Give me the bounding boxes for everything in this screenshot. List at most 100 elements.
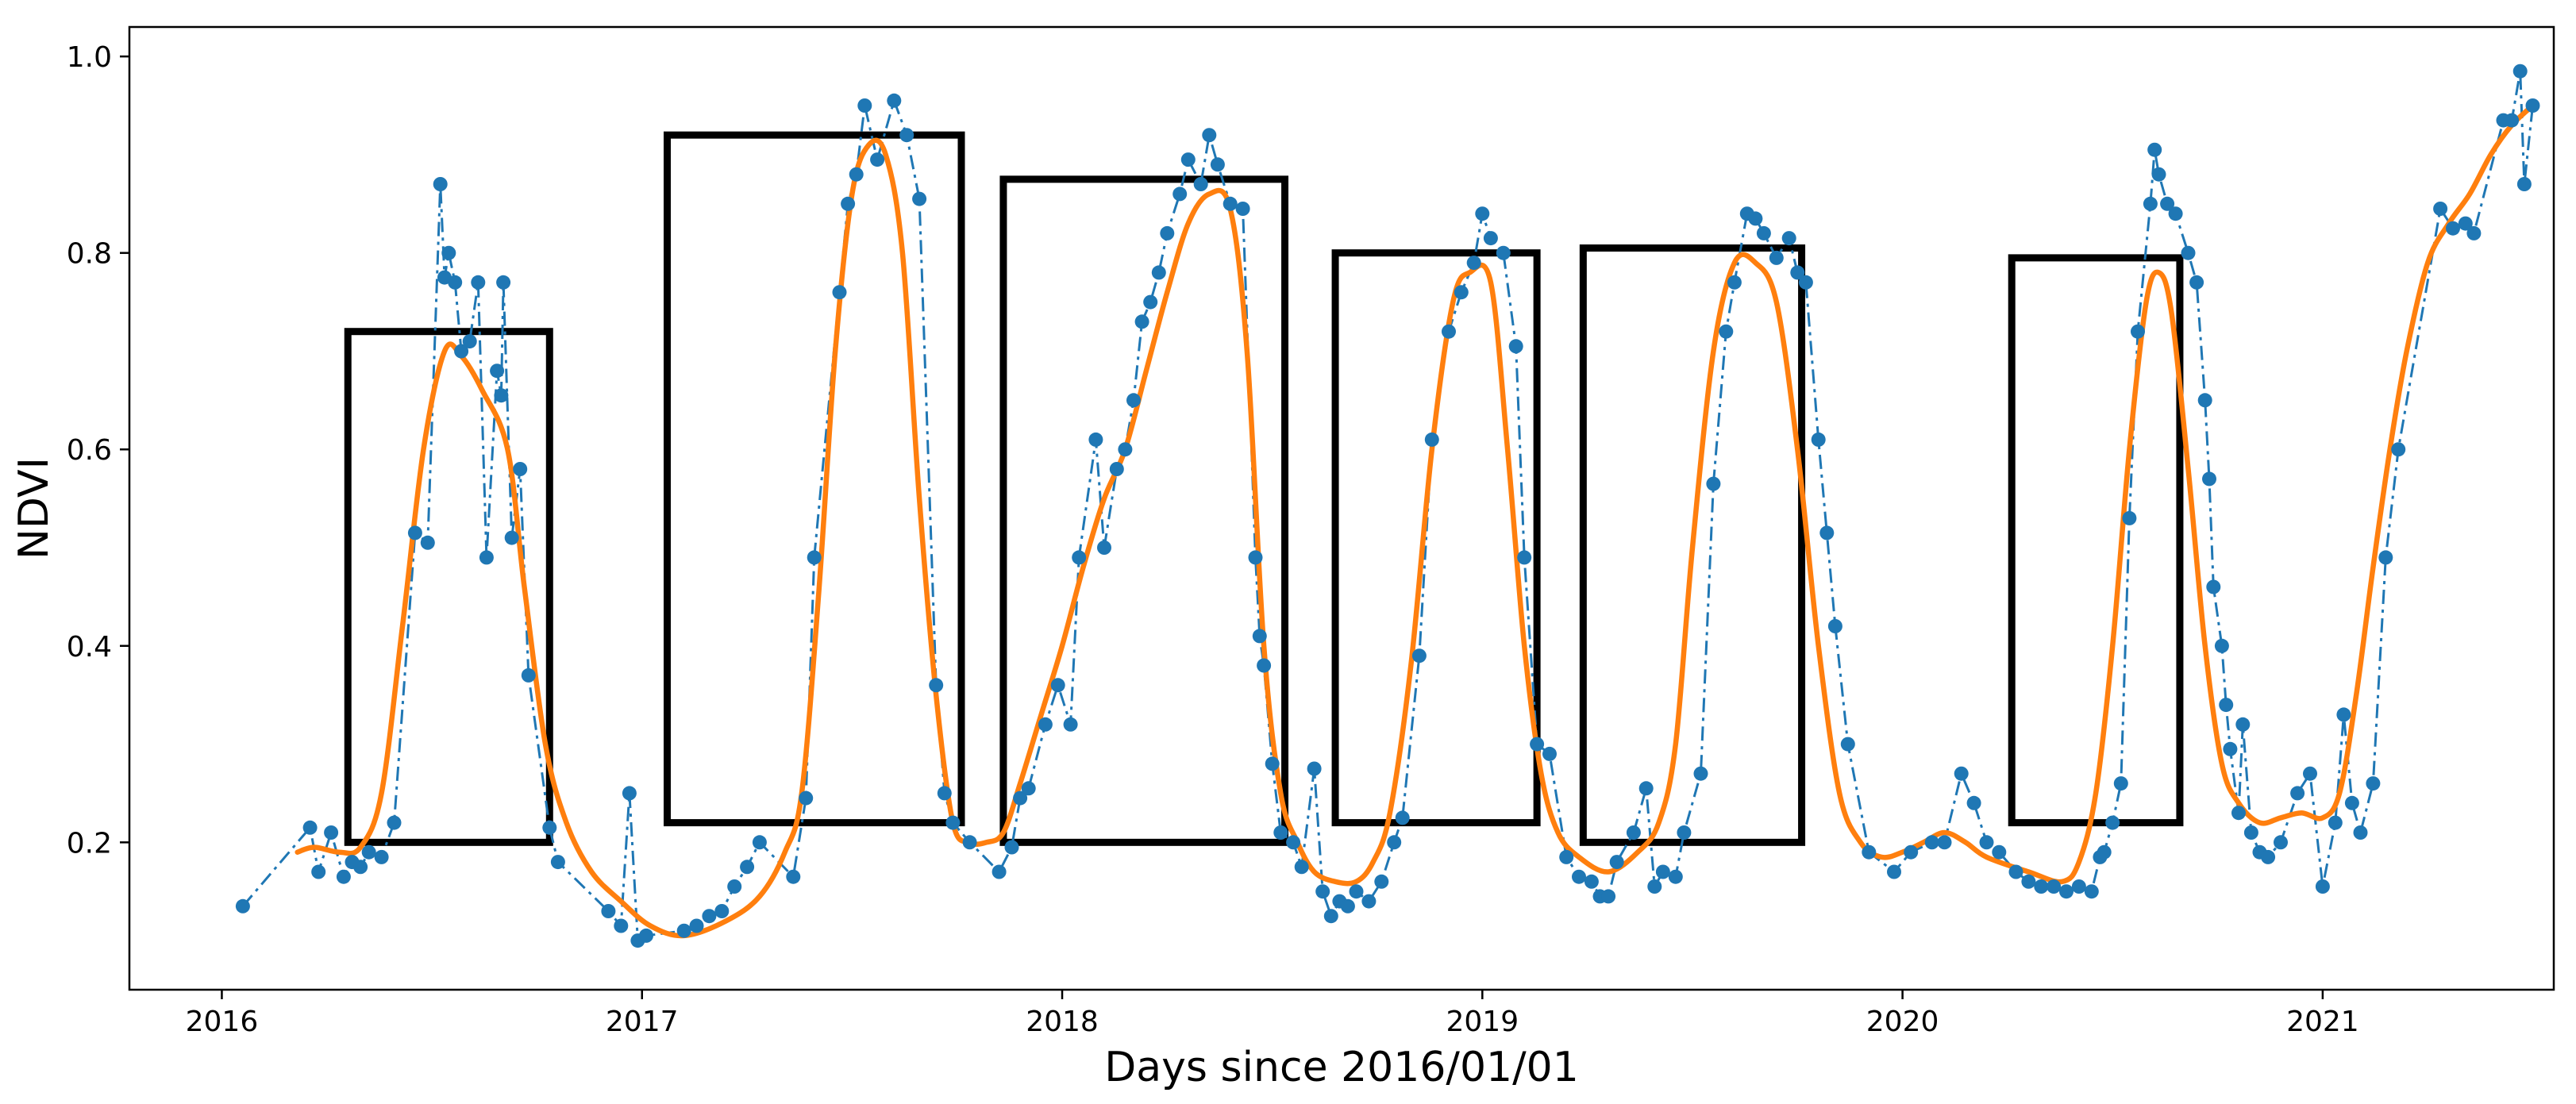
observed-ndvi-point — [1013, 790, 1028, 806]
observed-ndvi-point — [1924, 835, 1939, 850]
observed-ndvi-point — [1647, 879, 1662, 894]
observed-ndvi-point — [1572, 869, 1586, 884]
observed-ndvi-point — [2214, 638, 2229, 653]
observed-ndvi-point — [2446, 221, 2460, 236]
observed-ndvi-point — [870, 152, 885, 167]
observed-ndvi-point — [1979, 835, 1994, 850]
observed-ndvi-point — [2071, 879, 2086, 894]
observed-ndvi-point — [929, 678, 944, 693]
observed-ndvi-point — [1840, 737, 1855, 752]
observed-ndvi-point — [1340, 898, 1355, 914]
observed-ndvi-point — [1466, 256, 1481, 271]
observed-ndvi-point — [2243, 825, 2258, 840]
observed-ndvi-point — [832, 285, 847, 300]
observed-ndvi-point — [1424, 432, 1439, 447]
observed-ndvi-point — [1798, 275, 1813, 290]
observed-ndvi-point — [1202, 128, 1217, 143]
observed-ndvi-point — [1180, 152, 1196, 167]
observed-ndvi-point — [2261, 849, 2276, 864]
observed-ndvi-point — [1143, 294, 1158, 310]
observed-ndvi-point — [1134, 314, 1149, 329]
observed-ndvi-point — [857, 98, 872, 113]
observed-ndvi-point — [1273, 825, 1288, 840]
observed-ndvi-point — [2231, 806, 2246, 821]
observed-ndvi-point — [2328, 815, 2343, 830]
y-axis-title: NDVI — [10, 457, 58, 560]
observed-ndvi-point — [1827, 619, 1842, 633]
observed-ndvi-point — [2315, 879, 2330, 894]
x-tick-label: 2020 — [1866, 1006, 1939, 1038]
observed-ndvi-point — [1819, 525, 1835, 540]
observed-ndvi-point — [992, 864, 1007, 879]
observed-ndvi-point — [479, 550, 494, 565]
observed-ndvi-point — [542, 820, 557, 835]
observed-ndvi-point — [1307, 761, 1322, 776]
observed-ndvi-point — [622, 786, 637, 801]
observed-ndvi-point — [1748, 211, 1763, 226]
observed-ndvi-point — [752, 835, 767, 850]
observed-ndvi-point — [2525, 98, 2540, 113]
observed-ndvi-point — [494, 388, 509, 403]
observed-ndvi-point — [504, 530, 519, 545]
observed-ndvi-point — [1790, 265, 1805, 280]
annotation-box-season-2019a — [1331, 249, 1541, 827]
y-tick-label: 1.0 — [67, 41, 112, 74]
observed-ndvi-point — [1966, 795, 1981, 810]
observed-ndvi-point — [2458, 216, 2473, 231]
observed-ndvi-point — [1252, 629, 1267, 644]
observed-ndvi-point — [311, 864, 326, 879]
observed-ndvi-point — [1442, 324, 1456, 339]
observed-ndvi-point — [1063, 717, 1078, 732]
observed-ndvi-point — [2433, 202, 2448, 216]
observed-ndvi-point — [235, 898, 250, 914]
observed-ndvi-point — [2047, 879, 2062, 894]
observed-ndvi-point — [448, 275, 463, 290]
annotation-box-season-2016 — [344, 328, 553, 846]
observed-ndvi-point — [1172, 187, 1188, 202]
observed-ndvi-point — [1781, 231, 1796, 246]
observed-ndvi-point — [1286, 835, 1301, 850]
observed-ndvi-point — [2219, 698, 2234, 713]
observed-ndvi-point — [496, 275, 511, 290]
observed-ndvi-point — [324, 825, 339, 840]
observed-ndvi-point — [1257, 658, 1272, 673]
observed-ndvi-point — [1693, 766, 1708, 781]
observed-ndvi-point — [1584, 874, 1599, 889]
observed-ndvi-point — [1677, 825, 1692, 840]
observed-ndvi-point — [2034, 879, 2049, 894]
observed-ndvi-point — [2131, 324, 2145, 339]
observed-ndvi-point — [614, 918, 629, 933]
y-tick-label: 0.2 — [67, 827, 112, 860]
observed-ndvi-point — [1719, 324, 1734, 339]
x-tick-label: 2018 — [1026, 1006, 1099, 1038]
observed-ndvi-point — [1530, 737, 1545, 752]
observed-ndvi-point — [1638, 781, 1654, 796]
observed-ndvi-point — [336, 869, 351, 884]
observed-ndvi-point — [799, 790, 814, 806]
observed-ndvi-point — [1097, 540, 1111, 555]
observed-ndvi-point — [2353, 825, 2368, 840]
observed-ndvi-point — [1727, 275, 1742, 290]
observed-ndvi-point — [1160, 225, 1175, 240]
annotation-box-season-2017 — [663, 131, 965, 827]
observed-ndvi-point — [1904, 844, 1919, 860]
observed-ndvi-point — [2151, 167, 2166, 182]
x-tick-label: 2019 — [1446, 1006, 1519, 1038]
observed-ndvi-point — [1021, 781, 1036, 796]
observed-ndvi-point — [601, 904, 616, 918]
observed-ndvi-point — [714, 904, 730, 918]
x-tick-label: 2017 — [606, 1006, 679, 1038]
annotation-box-layer — [344, 131, 2184, 846]
observed-ndvi-point — [2168, 206, 2183, 221]
observed-ndvi-point — [1937, 835, 1952, 850]
observed-ndvi-point — [1411, 648, 1427, 664]
observed-ndvi-point — [1542, 746, 1557, 761]
observed-ndvi-point — [2059, 884, 2074, 899]
observed-ndvi-point — [1626, 825, 1641, 840]
observed-ndvi-point — [1361, 894, 1377, 909]
observed-ndvi-point — [1072, 550, 1087, 565]
observed-ndvi-point — [1862, 844, 1877, 860]
observed-ndvi-point — [2113, 776, 2128, 791]
observed-ndvi-point — [2143, 196, 2158, 211]
observed-ndvi-point — [441, 245, 456, 260]
